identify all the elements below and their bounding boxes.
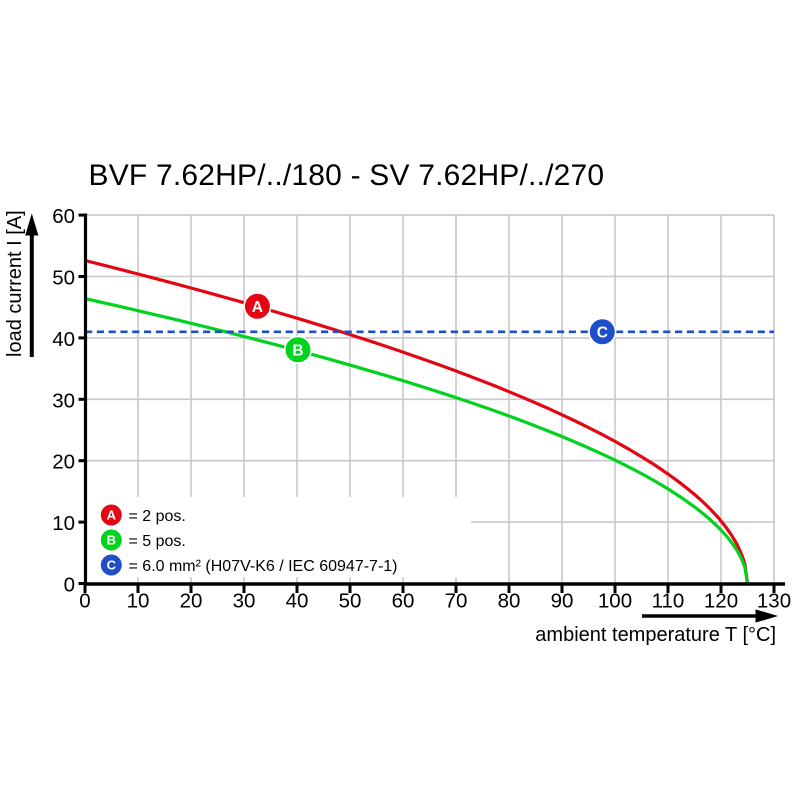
svg-text:80: 80 [498, 590, 521, 613]
svg-text:0: 0 [64, 574, 75, 597]
svg-text:110: 110 [652, 590, 685, 613]
svg-text:10: 10 [127, 590, 150, 613]
svg-text:A: A [107, 508, 117, 523]
svg-text:20: 20 [180, 590, 203, 613]
svg-text:70: 70 [445, 590, 468, 613]
svg-text:130: 130 [757, 590, 791, 613]
svg-text:40: 40 [52, 328, 75, 351]
svg-text:= 5 pos.: = 5 pos. [129, 533, 186, 550]
svg-text:60: 60 [52, 205, 75, 228]
svg-text:C: C [597, 324, 608, 341]
svg-text:40: 40 [286, 590, 309, 613]
svg-text:ambient temperature T [°C]: ambient temperature T [°C] [535, 624, 776, 646]
svg-text:B: B [107, 533, 116, 548]
svg-text:B: B [292, 342, 303, 359]
svg-text:120: 120 [704, 590, 738, 613]
svg-text:20: 20 [52, 451, 75, 474]
svg-text:= 6.0 mm² (H07V-K6 / IEC 60947: = 6.0 mm² (H07V-K6 / IEC 60947-7-1) [129, 558, 398, 575]
svg-text:50: 50 [339, 590, 362, 613]
svg-text:30: 30 [52, 389, 75, 412]
svg-text:60: 60 [392, 590, 415, 613]
svg-text:= 2 pos.: = 2 pos. [129, 508, 186, 525]
svg-text:90: 90 [551, 590, 574, 613]
svg-text:A: A [252, 299, 263, 316]
svg-text:0: 0 [79, 590, 90, 613]
svg-text:10: 10 [52, 512, 75, 535]
svg-text:50: 50 [52, 267, 75, 290]
svg-text:30: 30 [233, 590, 256, 613]
svg-text:BVF 7.62HP/../180 - SV 7.62HP/: BVF 7.62HP/../180 - SV 7.62HP/../270 [89, 159, 605, 192]
svg-text:100: 100 [598, 590, 632, 613]
svg-text:C: C [107, 558, 117, 573]
svg-text:load current I [A]: load current I [A] [4, 210, 26, 357]
